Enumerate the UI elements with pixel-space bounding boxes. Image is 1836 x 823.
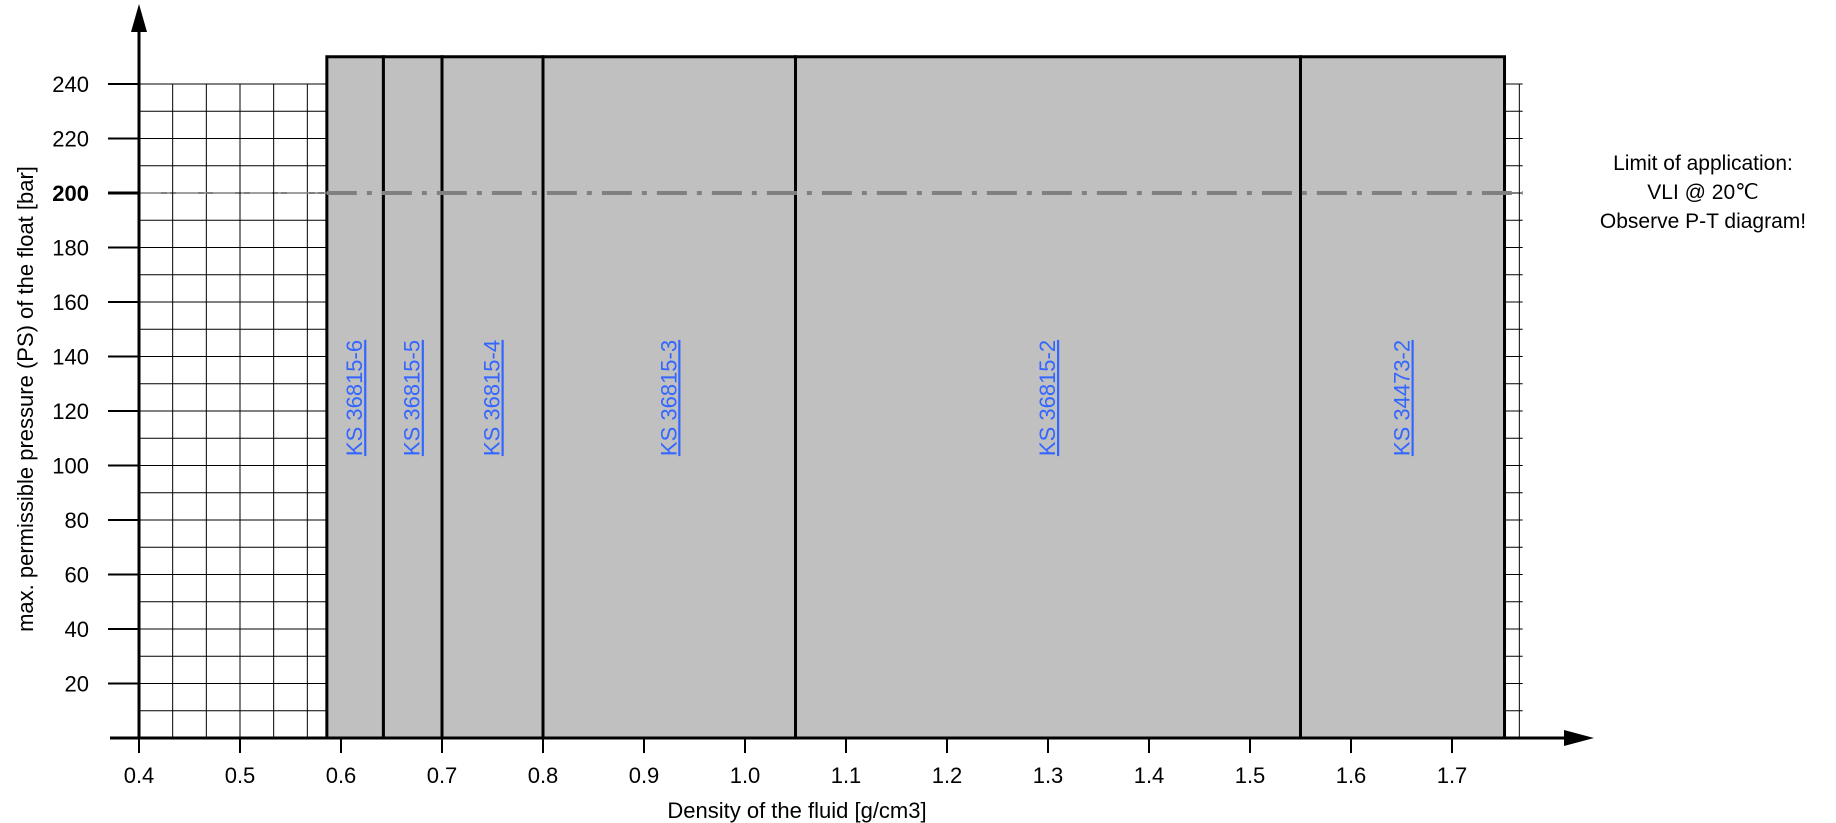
- annotation-line-2: VLI @ 20℃: [1647, 181, 1758, 204]
- y-tick-label: 120: [52, 399, 89, 424]
- y-tick-label: 180: [52, 236, 89, 261]
- float-link[interactable]: KS 36815-3: [656, 340, 681, 456]
- x-tick-label: 1.4: [1134, 763, 1165, 788]
- x-axis-title: Density of the fluid [g/cm3]: [667, 798, 926, 823]
- x-tick-label: 1.6: [1336, 763, 1367, 788]
- float-link[interactable]: KS 36815-5: [400, 340, 425, 456]
- float-regions: [325, 55, 1507, 740]
- y-tick-label: 140: [52, 345, 89, 370]
- x-tick-label: 1.2: [932, 763, 963, 788]
- axes: 0.4 0.5 0.6 0.7 0.8 0.9 1.0 1.1 1.2 1.3 1.4 1.5 1.6 1…: [52, 4, 1594, 788]
- float-region: [381, 55, 444, 740]
- x-tick-label: 1.1: [831, 763, 862, 788]
- annotation-line-3: Observe P-T diagram!: [1600, 210, 1806, 233]
- limit-annotation: Limit of application: VLI @ 20℃ Observe …: [1600, 152, 1806, 233]
- float-labels: KS 36815-6 KS 36815-5 KS 36815-4 KS 36815-3…: [342, 340, 1414, 456]
- y-axis-title: max. permissible pressure (PS) of the fl…: [13, 166, 38, 632]
- float-region: [440, 55, 545, 740]
- y-tick-label: 20: [65, 672, 89, 697]
- x-tick-label: 0.7: [427, 763, 458, 788]
- y-tick-label: 200: [52, 181, 89, 206]
- x-tick-label: 1.0: [730, 763, 761, 788]
- x-tick-label: 0.5: [225, 763, 256, 788]
- x-tick-label: 1.3: [1033, 763, 1064, 788]
- y-tick-label: 160: [52, 290, 89, 315]
- y-tick-label: 220: [52, 127, 89, 152]
- y-tick-label: 100: [52, 454, 89, 479]
- float-link[interactable]: KS 34473-2: [1390, 340, 1415, 456]
- x-tick-label: 0.4: [124, 763, 155, 788]
- y-tick-label: 40: [65, 617, 89, 642]
- y-tick-label: 60: [65, 563, 89, 588]
- x-tick-label: 0.9: [629, 763, 660, 788]
- y-tick-label: 240: [52, 72, 89, 97]
- float-region: [794, 55, 1302, 740]
- x-tick-label: 0.8: [528, 763, 559, 788]
- y-tick-label: 80: [65, 508, 89, 533]
- x-tick-label: 1.7: [1437, 763, 1468, 788]
- float-link[interactable]: KS 36815-4: [480, 340, 505, 456]
- float-region: [1299, 55, 1507, 740]
- float-link[interactable]: KS 36815-6: [342, 340, 367, 456]
- x-axis-arrow: [1564, 730, 1594, 746]
- y-axis-arrow: [131, 4, 147, 32]
- x-tick-label: 1.5: [1235, 763, 1266, 788]
- float-link[interactable]: KS 36815-2: [1035, 340, 1060, 456]
- x-tick-label: 0.6: [326, 763, 357, 788]
- annotation-line-1: Limit of application:: [1613, 152, 1793, 175]
